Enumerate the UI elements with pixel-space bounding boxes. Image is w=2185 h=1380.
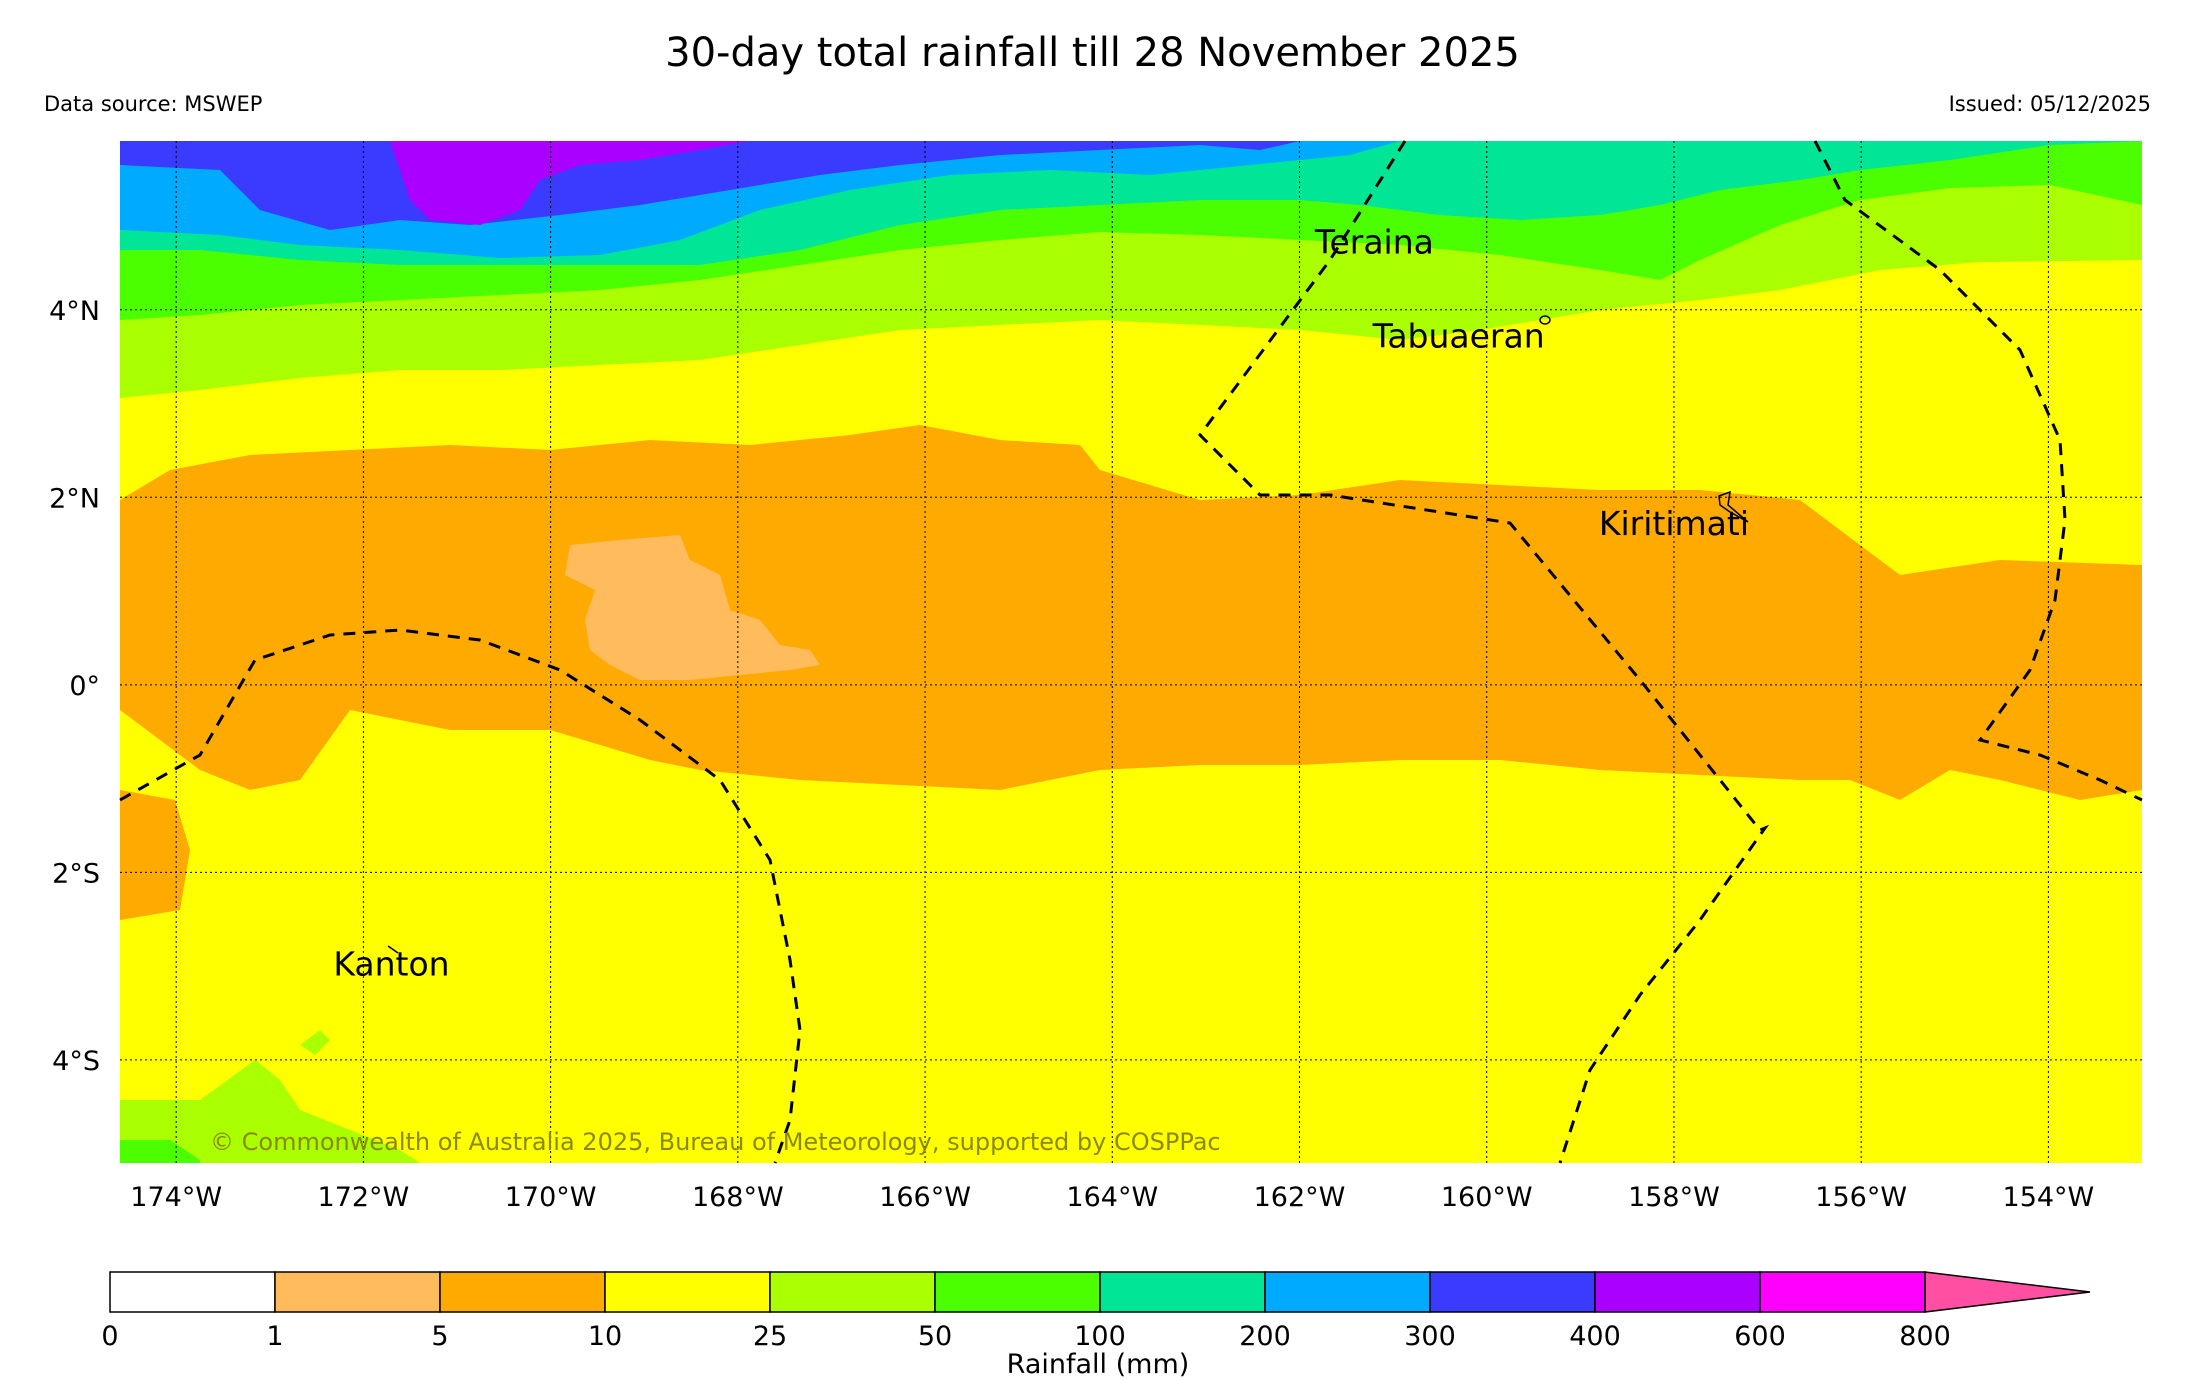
- colorbar-segment: [769, 1271, 936, 1313]
- lon-tick-label: 168°W: [692, 1182, 784, 1213]
- band-25-50-islet: [300, 1030, 330, 1055]
- band-1-5: [565, 535, 820, 680]
- band-5-10: [120, 425, 2142, 800]
- place-labels: Teraina Tabuaeran Kiritimati Kanton: [333, 223, 1749, 984]
- colorbar-label: Rainfall (mm): [1007, 1349, 1190, 1380]
- lon-tick-label: 156°W: [1815, 1182, 1907, 1213]
- band-25-50-south: [120, 1060, 420, 1163]
- colorbar-segment: [1099, 1271, 1266, 1313]
- colorbar-segment: [1759, 1271, 1926, 1313]
- colorbar-tick-label: 300: [1404, 1321, 1456, 1352]
- issued-date: Issued: 05/12/2025: [1948, 92, 2151, 116]
- colorbar-tick-label: 100: [1074, 1321, 1126, 1352]
- map-title: 30-day total rainfall till 28 November 2…: [665, 30, 1520, 76]
- eez-boundaries: [119, 140, 2143, 1164]
- lon-tick-label: 172°W: [318, 1182, 410, 1213]
- colorbar-tick-label: 200: [1239, 1321, 1291, 1352]
- colorbar-tick-label: 25: [753, 1321, 787, 1352]
- colorbar-segment: [604, 1271, 771, 1313]
- place-label: Tabuaeran: [1372, 316, 1545, 355]
- lon-tick-label: 160°W: [1441, 1182, 1533, 1213]
- colorbar: 0 1 5 10 25 50 100 200 300 400 600 800: [101, 1271, 2091, 1352]
- lon-tick-label: 162°W: [1254, 1182, 1346, 1213]
- colorbar-tick-label: 800: [1899, 1321, 1951, 1352]
- lat-tick-label: 4°S: [52, 1046, 100, 1077]
- band-50-100-south: [120, 1140, 200, 1163]
- lon-tick-label: 154°W: [2003, 1182, 2095, 1213]
- longitude-ticks: 174°W 172°W 170°W 168°W 166°W 164°W 162°W 160°W…: [130, 1182, 2094, 1213]
- place-label: Teraina: [1314, 223, 1434, 262]
- colorbar-segment: [274, 1271, 441, 1313]
- colorbar-tick-label: 600: [1734, 1321, 1786, 1352]
- latitude-ticks: 4°N 2°N 0° 2°S 4°S: [49, 296, 100, 1077]
- lat-tick-label: 4°N: [49, 296, 100, 327]
- colorbar-tick-label: 5: [431, 1321, 448, 1352]
- colorbar-tick-label: 0: [101, 1321, 118, 1352]
- colorbar-segment: [1264, 1271, 1431, 1313]
- colorbar-segment: [1429, 1271, 1596, 1313]
- lon-tick-label: 164°W: [1066, 1182, 1158, 1213]
- colorbar-segment: [934, 1271, 1101, 1313]
- island-outlines: [387, 315, 1749, 954]
- lat-tick-label: 2°N: [49, 483, 100, 514]
- rainfall-bands: [120, 141, 2142, 1163]
- band-400-600: [390, 141, 750, 225]
- lon-tick-label: 174°W: [130, 1182, 222, 1213]
- data-source: Data source: MSWEP: [44, 92, 263, 116]
- band-5-10-sw: [120, 790, 190, 920]
- lon-tick-label: 166°W: [879, 1182, 971, 1213]
- colorbar-tick-label: 1: [266, 1321, 283, 1352]
- copyright-notice: © Commonwealth of Australia 2025, Bureau…: [210, 1128, 1221, 1156]
- lat-tick-label: 0°: [69, 671, 100, 702]
- colorbar-segment: [439, 1271, 606, 1313]
- place-label: Kanton: [333, 944, 449, 983]
- lon-tick-label: 170°W: [505, 1182, 597, 1213]
- place-label: Kiritimati: [1599, 504, 1749, 543]
- colorbar-extend-arrow: [1924, 1271, 2091, 1313]
- colorbar-tick-label: 10: [588, 1321, 622, 1352]
- colorbar-segment: [109, 1271, 276, 1313]
- gridlines: [120, 141, 2142, 1163]
- colorbar-tick-label: 50: [918, 1321, 952, 1352]
- lat-tick-label: 2°S: [52, 858, 100, 889]
- colorbar-segment: [1594, 1271, 1761, 1313]
- colorbar-tick-label: 400: [1569, 1321, 1621, 1352]
- lon-tick-label: 158°W: [1628, 1182, 1720, 1213]
